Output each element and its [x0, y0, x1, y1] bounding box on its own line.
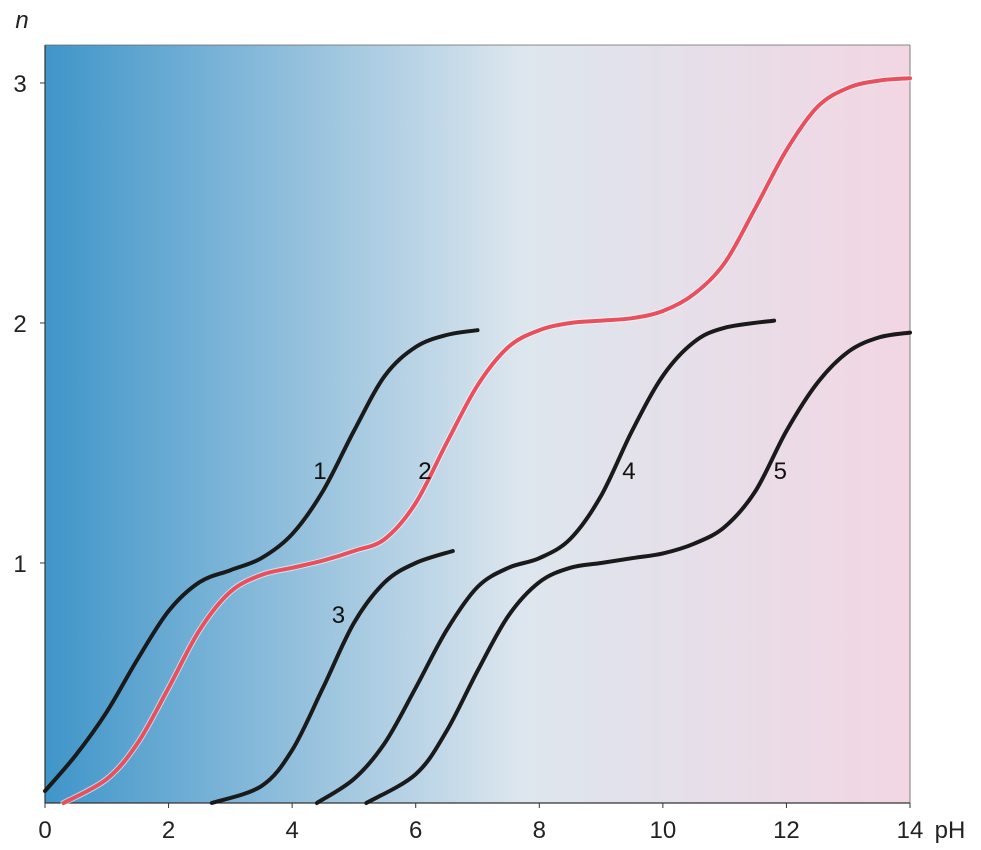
y-axis-label: n [15, 7, 28, 34]
series-layer [43, 75, 913, 806]
x-tick-label: 0 [38, 817, 51, 844]
curve-4 [314, 318, 777, 805]
curve-5 [364, 330, 912, 805]
y-tick-label: 2 [13, 311, 26, 338]
x-tick-label: 10 [650, 817, 677, 844]
curve-2 [61, 76, 912, 805]
curve-labels: 1 2 3 4 5 [313, 458, 787, 629]
y-tick-label: 3 [13, 71, 26, 98]
curve-label-5: 5 [774, 458, 787, 485]
x-tick-label: 12 [773, 817, 800, 844]
curve-label-1: 1 [313, 458, 326, 485]
curve-label-2: 2 [418, 458, 431, 485]
y-tick-label: 1 [13, 551, 26, 578]
x-tick-label: 4 [285, 817, 298, 844]
x-tick-label: 6 [409, 817, 422, 844]
x-tick-label: 14 [897, 817, 924, 844]
curve-1 [43, 328, 480, 793]
x-axis-label: pH [935, 817, 966, 844]
plot-background [45, 45, 910, 803]
x-tick-label: 2 [162, 817, 175, 844]
curve-label-4: 4 [622, 458, 635, 485]
x-tick-label: 8 [533, 817, 546, 844]
curve-label-3: 3 [332, 602, 345, 629]
curve-3 [209, 549, 455, 805]
